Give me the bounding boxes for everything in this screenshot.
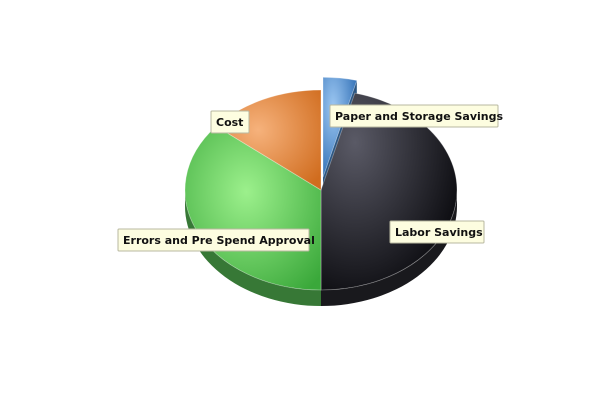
pie-label-text-3: Cost (216, 116, 243, 129)
pie-label-1: Labor Savings (389, 220, 485, 244)
pie-label-3: Cost (210, 110, 250, 134)
pie-label-text-2: Errors and Pre Spend Approval (123, 234, 315, 247)
pie-side-2 (185, 190, 321, 306)
pie-side-1 (321, 190, 457, 306)
pie-label-text-1: Labor Savings (395, 226, 483, 239)
pie-label-0: Paper and Storage Savings (329, 104, 503, 128)
pie-labels: Paper and Storage Savings Labor Savings Er… (117, 104, 503, 252)
pie-label-2: Errors and Pre Spend Approval (117, 228, 315, 252)
pie-label-text-0: Paper and Storage Savings (335, 110, 503, 123)
